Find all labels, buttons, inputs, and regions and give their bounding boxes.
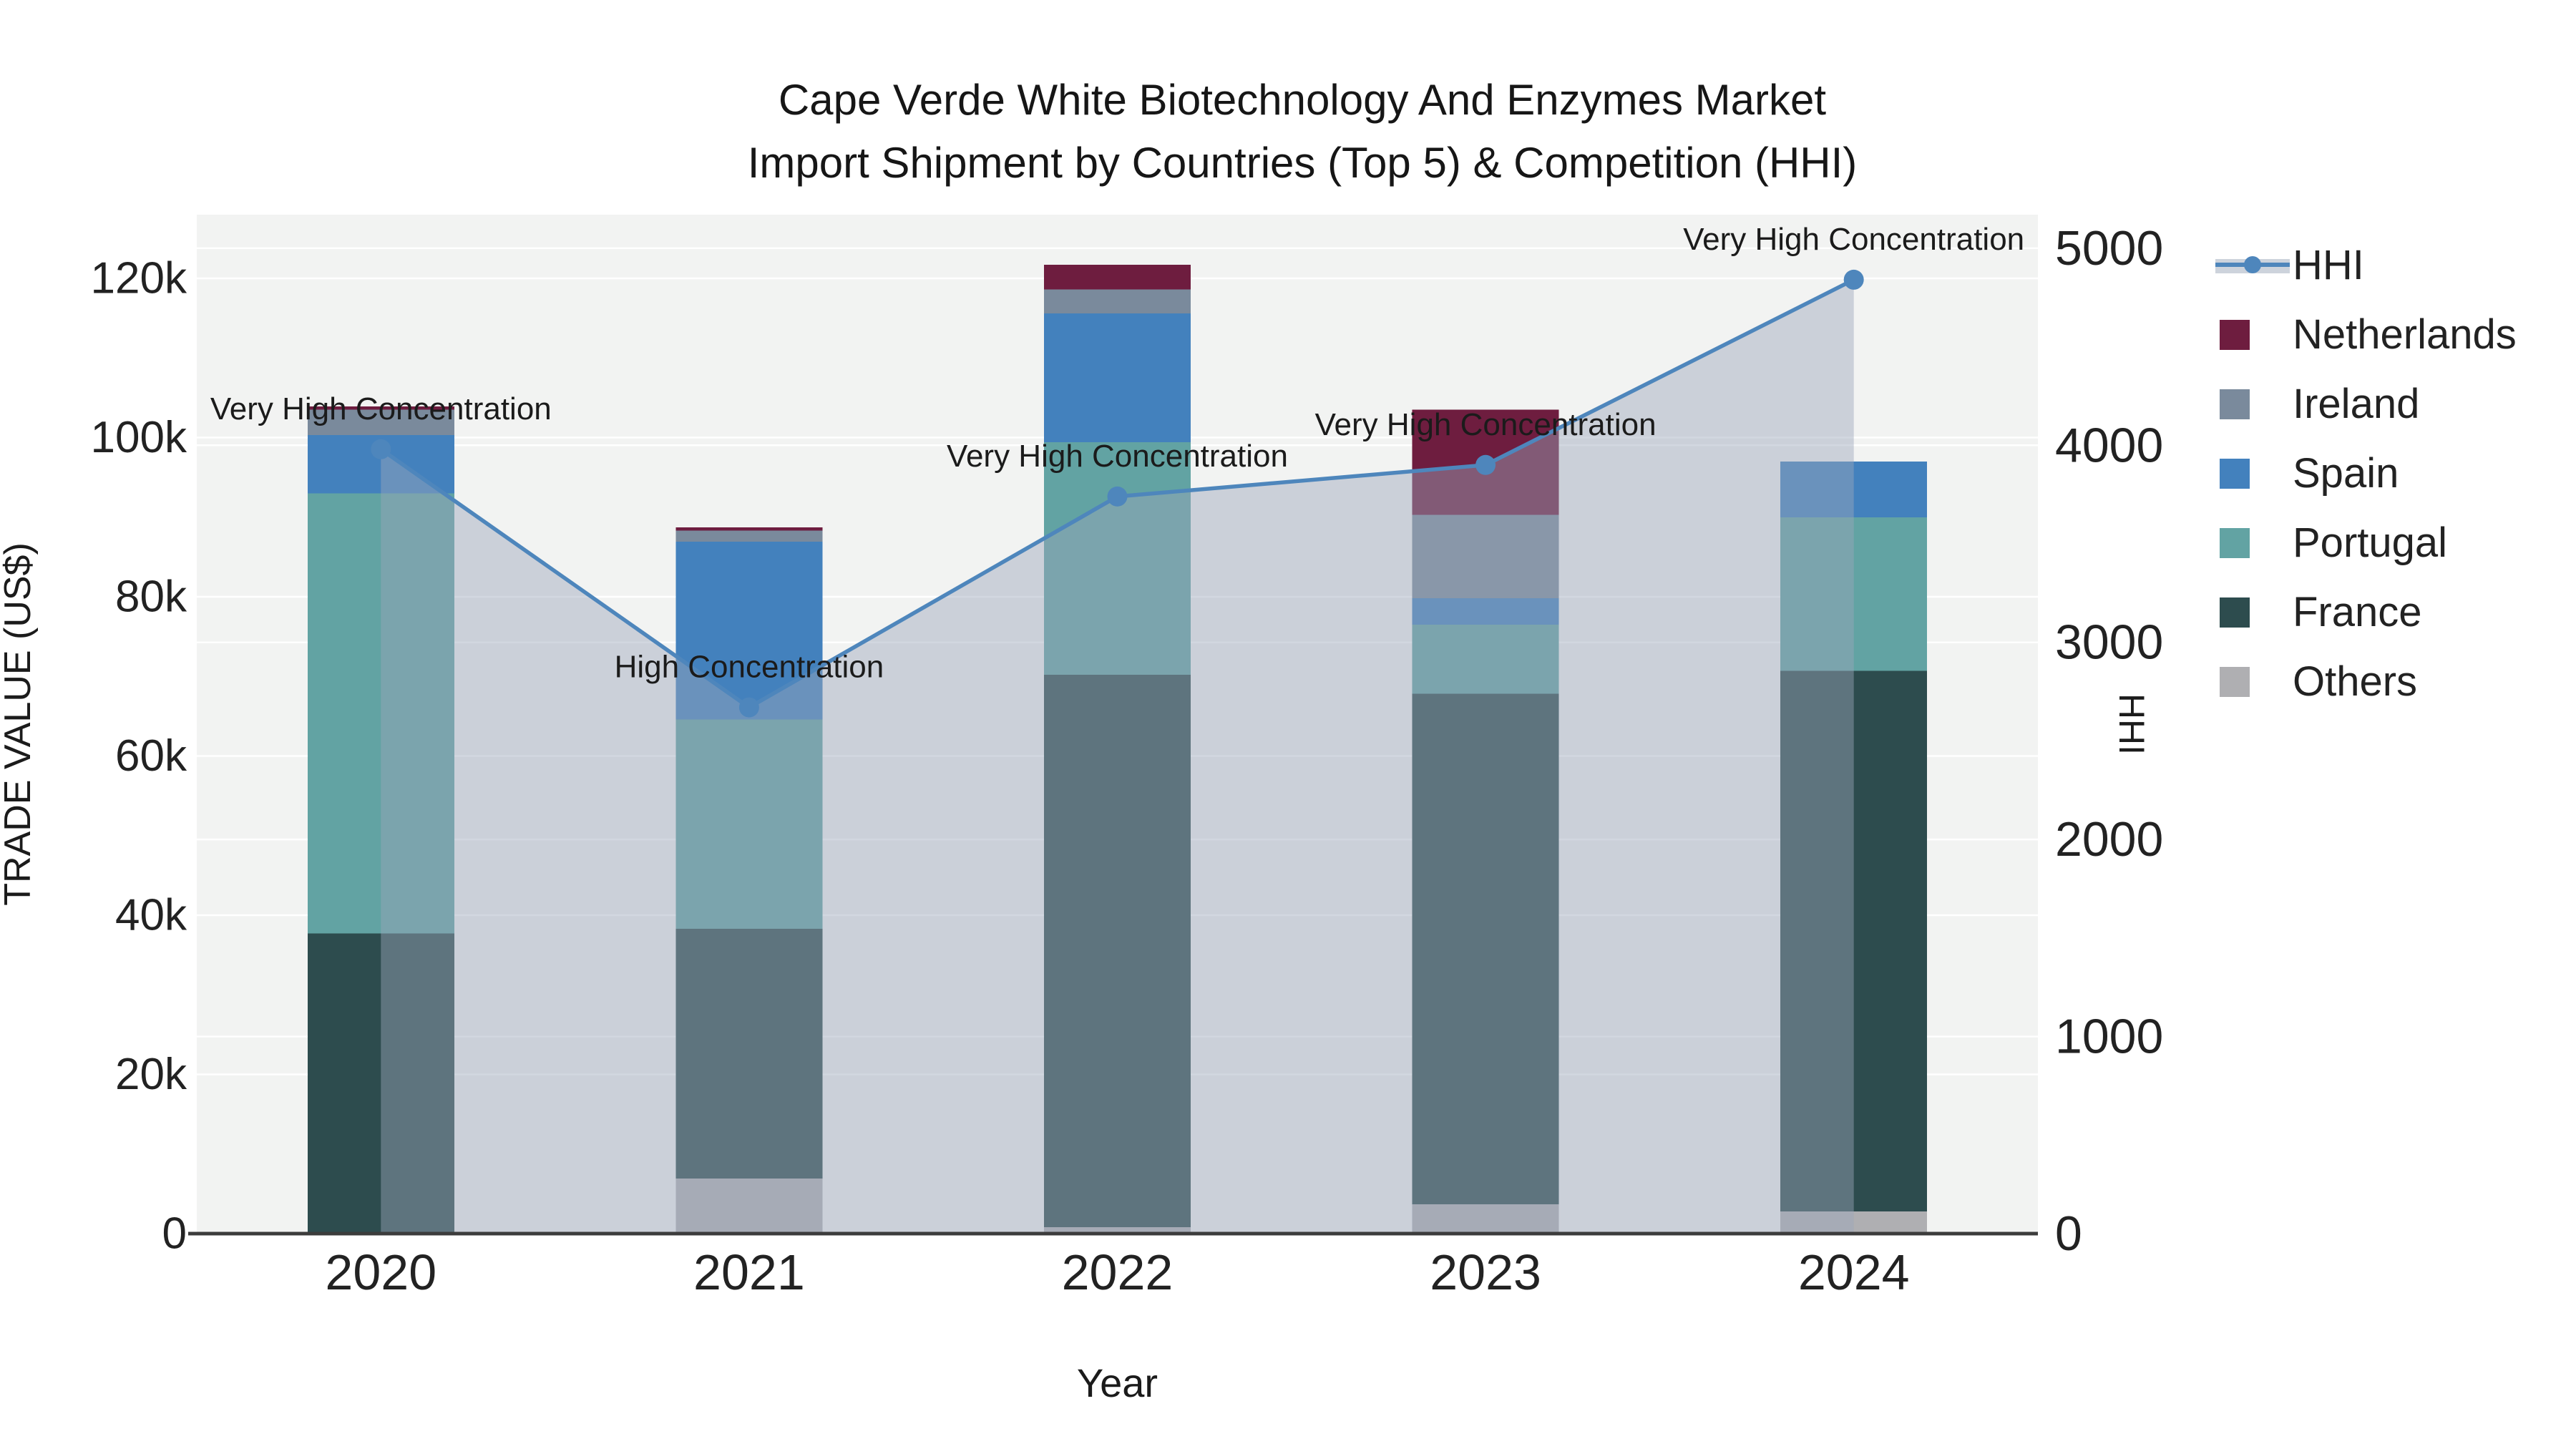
annotation-2020: Very High Concentration xyxy=(210,391,552,426)
x-axis-title: Year xyxy=(1077,1360,1158,1405)
legend-label-hhi: HHI xyxy=(2293,242,2364,288)
legend-item-portugal[interactable]: Portugal xyxy=(2215,508,2517,577)
hhi-point-2020[interactable] xyxy=(371,439,391,459)
legend-swatch-icon xyxy=(2215,455,2290,492)
y-right-tick: 3000 xyxy=(2055,615,2163,670)
legend: HHI Netherlands Ireland Spain Portugal France… xyxy=(2215,230,2517,716)
legend-item-others[interactable]: Others xyxy=(2215,647,2517,716)
y-left-tick: 0 xyxy=(162,1209,187,1259)
chart-title-line2: Import Shipment by Countries (Top 5) & C… xyxy=(747,139,1858,187)
legend-color-netherlands xyxy=(2220,319,2250,350)
y-right-tick: 4000 xyxy=(2055,418,2163,472)
hhi-area xyxy=(381,279,1854,1234)
bar-2022-portugal[interactable] xyxy=(1044,442,1191,675)
legend-label-portugal: Portugal xyxy=(2293,519,2448,566)
legend-color-france xyxy=(2220,597,2250,628)
hhi-line-legend-icon xyxy=(2215,247,2290,284)
hhi-point-2021[interactable] xyxy=(738,697,759,718)
x-tick-2021: 2021 xyxy=(693,1244,805,1300)
y-right-tick: 5000 xyxy=(2055,221,2163,275)
bar-2023-ireland[interactable] xyxy=(1412,514,1559,599)
bar-2022-others[interactable] xyxy=(1044,1227,1191,1234)
legend-color-portugal xyxy=(2220,527,2250,558)
y-right-tick: 2000 xyxy=(2055,812,2163,867)
bar-2022-spain[interactable] xyxy=(1044,313,1191,443)
legend-color-ireland xyxy=(2220,389,2250,419)
chart-title: Cape Verde White Biotechnology And Enzym… xyxy=(748,69,1858,195)
x-tick-2022: 2022 xyxy=(1062,1244,1174,1300)
hhi-point-2024[interactable] xyxy=(1843,269,1864,290)
bar-2024-spain[interactable] xyxy=(1780,461,1928,517)
annotation-2021: High Concentration xyxy=(615,650,884,685)
legend-swatch-icon xyxy=(2215,594,2290,631)
bar-2023-others[interactable] xyxy=(1412,1204,1559,1234)
x-tick-2020: 2020 xyxy=(325,1244,436,1300)
legend-label-spain: Spain xyxy=(2293,450,2399,497)
bars xyxy=(307,265,1928,1234)
hhi-point-2022[interactable] xyxy=(1107,486,1128,507)
bar-2024-others[interactable] xyxy=(1780,1211,1928,1234)
chart-title-line1: Cape Verde White Biotechnology And Enzym… xyxy=(778,76,1827,124)
bar-2020-portugal[interactable] xyxy=(307,493,454,934)
legend-item-hhi[interactable]: HHI xyxy=(2215,230,2517,300)
bar-2020-netherlands[interactable] xyxy=(307,406,454,410)
bar-2020-ireland[interactable] xyxy=(307,409,454,436)
bar-2023-france[interactable] xyxy=(1412,693,1559,1204)
legend-item-spain[interactable]: Spain xyxy=(2215,439,2517,508)
legend-swatch-icon xyxy=(2215,316,2290,353)
y-left-tick: 60k xyxy=(115,731,187,781)
y-left-tick: 20k xyxy=(115,1050,187,1099)
bar-2024-france[interactable] xyxy=(1780,670,1928,1211)
y-left-tick: 120k xyxy=(91,254,187,303)
bar-2021-portugal[interactable] xyxy=(675,719,823,929)
annotation-2022: Very High Concentration xyxy=(947,439,1288,474)
bar-2022-netherlands[interactable] xyxy=(1044,265,1191,290)
legend-item-netherlands[interactable]: Netherlands xyxy=(2215,300,2517,369)
legend-swatch-icon xyxy=(2215,386,2290,423)
y-left-axis-title: TRADE VALUE (US$) xyxy=(0,542,39,906)
legend-label-france: France xyxy=(2293,589,2422,635)
annotation-2024: Very High Concentration xyxy=(1683,222,2024,257)
y-left-tick: 100k xyxy=(91,413,187,462)
bar-2021-spain[interactable] xyxy=(675,542,823,720)
y-right-axis-title: HHI xyxy=(2112,693,2152,755)
y-right-tick: 0 xyxy=(2055,1206,2082,1261)
x-tick-2023: 2023 xyxy=(1430,1244,1541,1300)
x-tick-2024: 2024 xyxy=(1798,1244,1910,1300)
bar-2023-portugal[interactable] xyxy=(1412,624,1559,694)
bar-2021-france[interactable] xyxy=(675,928,823,1179)
bar-2021-ireland[interactable] xyxy=(675,530,823,542)
y-left-tick: 40k xyxy=(115,891,187,940)
legend-label-netherlands: Netherlands xyxy=(2293,311,2517,358)
legend-item-ireland[interactable]: Ireland xyxy=(2215,369,2517,439)
bar-2021-netherlands[interactable] xyxy=(675,527,823,531)
bar-2022-france[interactable] xyxy=(1044,675,1191,1228)
bar-2021-others[interactable] xyxy=(675,1179,823,1234)
hhi-point-2023[interactable] xyxy=(1475,454,1496,475)
bar-2024-portugal[interactable] xyxy=(1780,517,1928,671)
y-left-tick: 80k xyxy=(115,572,187,622)
legend-item-france[interactable]: France xyxy=(2215,577,2517,647)
legend-color-others xyxy=(2220,666,2250,697)
annotation-2023: Very High Concentration xyxy=(1315,407,1657,442)
legend-label-ireland: Ireland xyxy=(2293,381,2420,427)
y-right-tick: 1000 xyxy=(2055,1010,2163,1064)
legend-label-others: Others xyxy=(2293,658,2418,705)
legend-swatch-icon xyxy=(2215,525,2290,562)
bar-2023-spain[interactable] xyxy=(1412,598,1559,625)
legend-color-spain xyxy=(2220,458,2250,489)
bar-2020-france[interactable] xyxy=(307,933,454,1234)
legend-swatch-icon xyxy=(2215,663,2290,701)
bar-2022-ireland[interactable] xyxy=(1044,289,1191,313)
